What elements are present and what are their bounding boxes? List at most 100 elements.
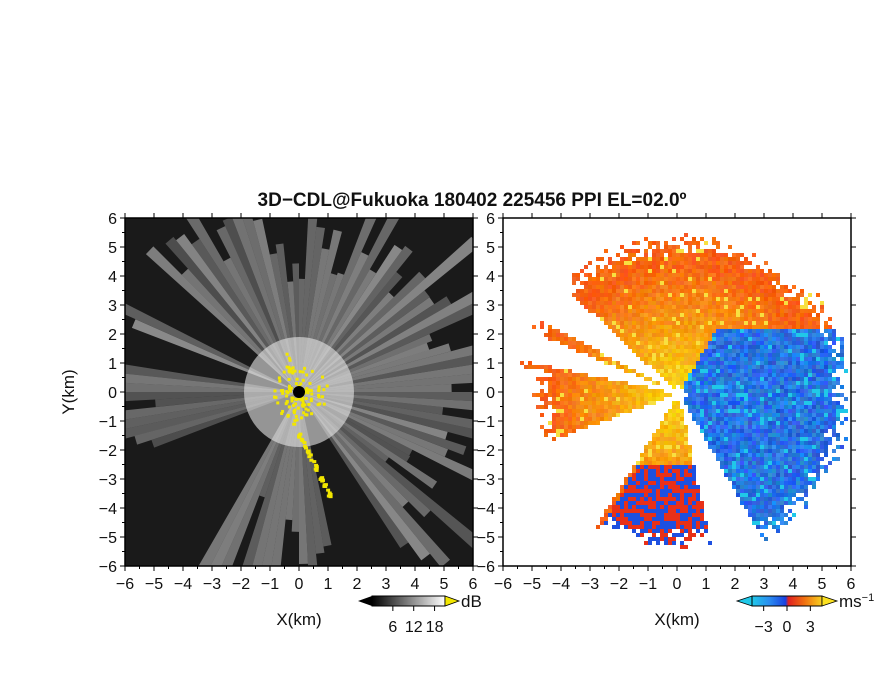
velocity-cell [800,313,804,317]
velocity-cell [756,461,760,465]
velocity-cell [628,325,632,329]
snr-yellow-cell [320,395,324,399]
velocity-cell [660,357,664,361]
velocity-cell [756,421,760,425]
velocity-cell [640,293,644,297]
velocity-cell [756,385,760,389]
velocity-cell [792,485,796,489]
velocity-cell [740,333,744,337]
velocity-cell [608,261,612,265]
velocity-cell [716,381,720,385]
velocity-cell [652,293,656,297]
velocity-cell [660,497,664,501]
velocity-cell [676,349,680,353]
snr-ray [299,392,450,566]
velocity-cell [660,273,664,277]
velocity-cell [772,497,776,501]
velocity-cell [776,293,780,297]
velocity-cell [824,337,828,341]
velocity-colorbar-tick-label: −3 [755,619,773,636]
velocity-cell [640,309,644,313]
velocity-cell [736,433,740,437]
velocity-cell [740,325,744,329]
velocity-cell [828,409,832,413]
velocity-cell [716,301,720,305]
velocity-cell [716,245,720,249]
velocity-cell [696,273,700,277]
velocity-cell [656,289,660,293]
velocity-cell [628,281,632,285]
velocity-cell [752,421,756,425]
velocity-cell [644,501,648,505]
velocity-cell [728,261,732,265]
velocity-cell [628,521,632,525]
velocity-cell [696,505,700,509]
velocity-cell [804,461,808,465]
velocity-cell [612,385,616,389]
velocity-cell [648,401,652,405]
velocity-cell [828,337,832,341]
velocity-cell [560,429,564,433]
velocity-cell [688,305,692,309]
velocity-cell [736,361,740,365]
velocity-cell [596,389,600,393]
snr-yellow-cell [320,375,324,379]
velocity-cell [816,317,820,321]
velocity-cell [772,501,776,505]
velocity-cell [712,425,716,429]
velocity-cell [792,297,796,301]
snr-y-tick-label: 3 [108,298,117,315]
velocity-cell [804,485,808,489]
velocity-cell [688,341,692,345]
velocity-cell [604,361,608,365]
snr-ray [299,236,473,392]
velocity-cell [636,521,640,525]
velocity-cell [824,469,828,473]
velocity-cell [608,285,612,289]
velocity-cell [636,533,640,537]
velocity-cell [628,249,632,253]
velocity-cell [788,361,792,365]
velocity-cell [812,425,816,429]
velocity-cell [800,341,804,345]
velocity-cell [704,397,708,401]
velocity-colorbar: −3 0 3 ms−1 [735,592,874,636]
velocity-cell [764,501,768,505]
velocity-cell [804,441,808,445]
velocity-cell [680,257,684,261]
velocity-cell [636,397,640,401]
velocity-cell [640,329,644,333]
velocity-cell [620,245,624,249]
velocity-cell [640,493,644,497]
velocity-cell [672,385,676,389]
velocity-cell [636,301,640,305]
velocity-cell [808,445,812,449]
velocity-cell [660,369,664,373]
velocity-cell [680,485,684,489]
velocity-cell [664,257,668,261]
velocity-cell [680,481,684,485]
velocity-cell [816,445,820,449]
velocity-cell [672,297,676,301]
velocity-cell [700,281,704,285]
velocity-cell [792,413,796,417]
velocity-cell [756,413,760,417]
velocity-cell [584,401,588,405]
velocity-cell [756,293,760,297]
velocity-cell [616,329,620,333]
velocity-cell [664,285,668,289]
velocity-cell [632,477,636,481]
velocity-cell [680,365,684,369]
velocity-cell [736,269,740,273]
velocity-cell [744,333,748,337]
velocity-cell [776,325,780,329]
velocity-cell [604,381,608,385]
velocity-cell [720,361,724,365]
velocity-cell [576,421,580,425]
velocity-cell [744,469,748,473]
velocity-cell [796,469,800,473]
velocity-cell [672,493,676,497]
velocity-cell [808,429,812,433]
velocity-cell [768,305,772,309]
velocity-cell [740,321,744,325]
